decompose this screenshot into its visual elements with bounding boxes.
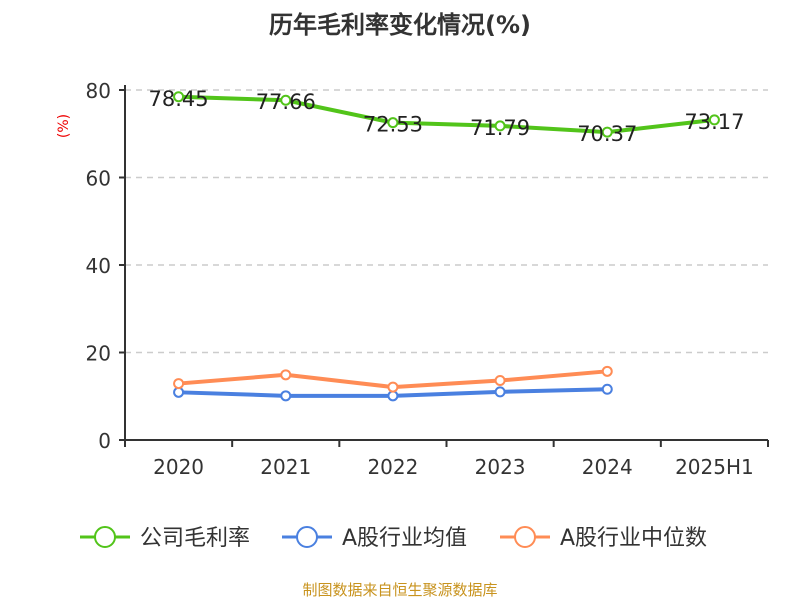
data-point	[387, 381, 399, 393]
data-label: 78.45	[149, 87, 209, 111]
data-point	[494, 120, 506, 132]
y-tick-label: 20	[86, 342, 111, 366]
data-point	[173, 91, 185, 103]
data-point	[601, 383, 613, 395]
legend-item[interactable]: A股行业均值	[342, 526, 467, 551]
data-label: 77.66	[256, 90, 316, 114]
data-point	[494, 375, 506, 386]
legend-marker-icon	[94, 526, 116, 548]
footer-source: 制图数据来自恒生聚源数据库	[302, 581, 497, 599]
y-axis-label: (%)	[56, 114, 72, 138]
data-label: 72.53	[363, 113, 423, 137]
legend-marker-icon	[296, 526, 318, 548]
data-point	[601, 126, 613, 138]
data-label: 70.37	[577, 122, 637, 146]
data-point	[173, 378, 185, 390]
x-tick-label: 2023	[475, 455, 526, 479]
data-label: 71.79	[470, 116, 530, 140]
x-tick-label: 2020	[153, 455, 204, 479]
y-tick-label: 60	[86, 167, 111, 191]
y-tick-label: 0	[98, 429, 111, 453]
legend-marker-icon	[514, 526, 536, 548]
y-tick-label: 80	[86, 79, 111, 103]
y-tick-label: 40	[86, 254, 111, 278]
data-point	[280, 369, 292, 381]
x-tick-label: 2024	[582, 455, 633, 479]
data-label: 73.17	[684, 110, 744, 134]
x-tick-label: 2025H1	[675, 455, 754, 479]
data-point	[387, 390, 399, 402]
data-point	[494, 386, 506, 398]
data-point	[173, 386, 185, 398]
legend-item[interactable]: A股行业中位数	[560, 526, 707, 551]
x-tick-label: 2022	[367, 455, 418, 479]
legend-item[interactable]: 公司毛利率	[140, 526, 250, 551]
x-tick-label: 2021	[260, 455, 311, 479]
series-line	[178, 94, 715, 135]
data-point	[387, 117, 399, 129]
chart-title: 历年毛利率变化情况(%)	[269, 11, 531, 39]
data-point	[601, 365, 613, 377]
data-point	[708, 114, 720, 126]
data-point	[280, 390, 292, 402]
data-point	[280, 94, 292, 106]
